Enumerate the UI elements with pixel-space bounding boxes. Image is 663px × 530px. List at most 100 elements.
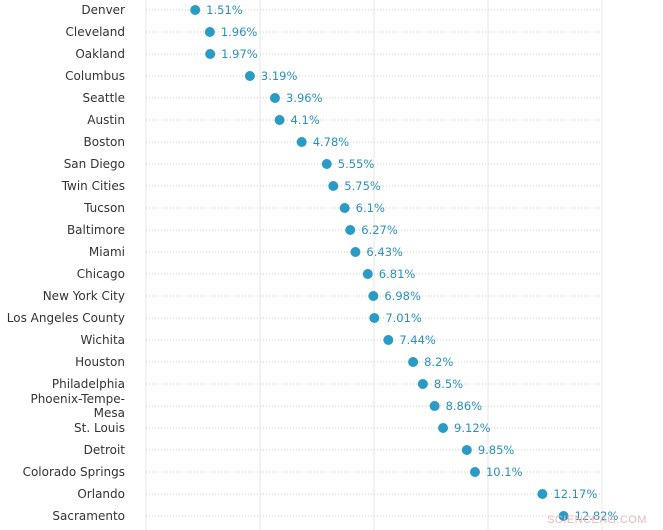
data-row: Houston 8.2% xyxy=(75,355,602,369)
category-label: Chicago xyxy=(77,267,125,281)
data-point xyxy=(205,49,216,59)
data-point xyxy=(328,181,339,191)
data-label: 8.2% xyxy=(424,355,453,369)
category-label: St. Louis xyxy=(74,421,125,435)
data-label: 5.55% xyxy=(338,157,375,171)
data-point xyxy=(417,379,428,389)
data-label: 3.96% xyxy=(286,91,323,105)
data-row: Chicago 6.81% xyxy=(77,267,602,281)
data-row: Philadelphia 8.5% xyxy=(52,377,602,391)
category-label: Phoenix-Tempe-Mesa xyxy=(30,392,125,420)
data-row: Sacramento 12.82% xyxy=(52,509,618,523)
data-point xyxy=(350,247,361,257)
data-label: 1.97% xyxy=(221,47,258,61)
data-point xyxy=(204,27,215,37)
data-row: Phoenix-Tempe-Mesa 8.86% xyxy=(30,392,602,420)
data-point xyxy=(537,489,548,499)
category-label: Miami xyxy=(89,245,125,259)
data-row: Los Angeles County 7.01% xyxy=(7,311,602,325)
data-row: Colorado Springs 10.1% xyxy=(23,465,602,479)
data-label: 6.98% xyxy=(384,289,421,303)
gridlines xyxy=(145,0,603,530)
data-label: 6.43% xyxy=(366,245,403,259)
category-label: Wichita xyxy=(80,333,125,347)
category-label: Los Angeles County xyxy=(7,311,125,325)
data-point xyxy=(274,115,285,125)
data-row: Wichita 7.44% xyxy=(80,333,602,347)
category-label: Houston xyxy=(75,355,125,369)
data-row: Columbus 3.19% xyxy=(65,69,602,83)
data-label: 9.85% xyxy=(478,443,515,457)
data-row: San Diego 5.55% xyxy=(64,157,602,171)
category-label: Columbus xyxy=(65,69,125,83)
category-label: Cleveland xyxy=(66,25,126,39)
data-point xyxy=(461,445,472,455)
data-point xyxy=(244,71,255,81)
category-label: Sacramento xyxy=(52,509,125,523)
data-point xyxy=(362,269,373,279)
data-row: Orlando 12.17% xyxy=(77,487,602,501)
data-row: Tucson 6.1% xyxy=(83,201,602,215)
data-point xyxy=(321,159,332,169)
category-label: Boston xyxy=(84,135,125,149)
data-row: Cleveland 1.96% xyxy=(66,25,602,39)
data-label: 7.01% xyxy=(385,311,422,325)
data-label: 5.75% xyxy=(344,179,381,193)
data-label: 6.81% xyxy=(379,267,416,281)
data-label: 3.19% xyxy=(261,69,298,83)
data-row: Twin Cities 5.75% xyxy=(61,179,602,193)
data-point xyxy=(296,137,307,147)
category-label: Detroit xyxy=(84,443,126,457)
data-label: 12.17% xyxy=(553,487,597,501)
data-row: Seattle 3.96% xyxy=(83,91,602,105)
data-point xyxy=(269,93,280,103)
data-point xyxy=(558,511,569,521)
data-label: 6.1% xyxy=(356,201,385,215)
watermark: SCIENCEAG.COM xyxy=(546,514,647,526)
data-row: Boston 4.78% xyxy=(84,135,602,149)
category-label: Twin Cities xyxy=(61,179,125,193)
data-point xyxy=(368,291,379,301)
data-point xyxy=(345,225,356,235)
category-label: San Diego xyxy=(64,157,125,171)
data-point xyxy=(429,401,440,411)
data-label: 8.86% xyxy=(446,399,483,413)
category-label: Colorado Springs xyxy=(23,465,125,479)
data-row: New York City 6.98% xyxy=(43,289,602,303)
data-point xyxy=(408,357,419,367)
data-point xyxy=(369,313,380,323)
category-label: Baltimore xyxy=(67,223,125,237)
data-label: 4.1% xyxy=(291,113,320,127)
data-row: Oakland 1.97% xyxy=(75,47,602,61)
data-row: St. Louis 9.12% xyxy=(74,421,602,435)
data-row: Austin 4.1% xyxy=(87,113,602,127)
data-label: 10.1% xyxy=(486,465,523,479)
data-label: 1.51% xyxy=(206,3,243,17)
data-label: 4.78% xyxy=(313,135,350,149)
category-label: Orlando xyxy=(77,487,125,501)
data-label: 6.27% xyxy=(361,223,398,237)
chart-rows: Denver 1.51% Cleveland 1.96% Oakland 1.97% Col… xyxy=(7,3,619,523)
data-label: 12.82% xyxy=(575,509,619,523)
data-row: Detroit 9.85% xyxy=(84,443,602,457)
data-row: Baltimore 6.27% xyxy=(67,223,602,237)
category-label: Philadelphia xyxy=(52,377,125,391)
category-label: New York City xyxy=(43,289,125,303)
data-label: 1.96% xyxy=(221,25,258,39)
data-point xyxy=(438,423,449,433)
data-label: 9.12% xyxy=(454,421,491,435)
data-row: Denver 1.51% xyxy=(81,3,602,17)
category-label: Denver xyxy=(81,3,125,17)
data-point xyxy=(339,203,350,213)
category-label: Austin xyxy=(87,113,125,127)
category-label: Tucson xyxy=(83,201,125,215)
data-label: 8.5% xyxy=(434,377,463,391)
data-point xyxy=(190,5,201,15)
data-point xyxy=(383,335,394,345)
data-row: Miami 6.43% xyxy=(89,245,602,259)
data-label: 7.44% xyxy=(399,333,436,347)
data-point xyxy=(469,467,480,477)
category-label: Oakland xyxy=(75,47,125,61)
category-label: Seattle xyxy=(83,91,125,105)
